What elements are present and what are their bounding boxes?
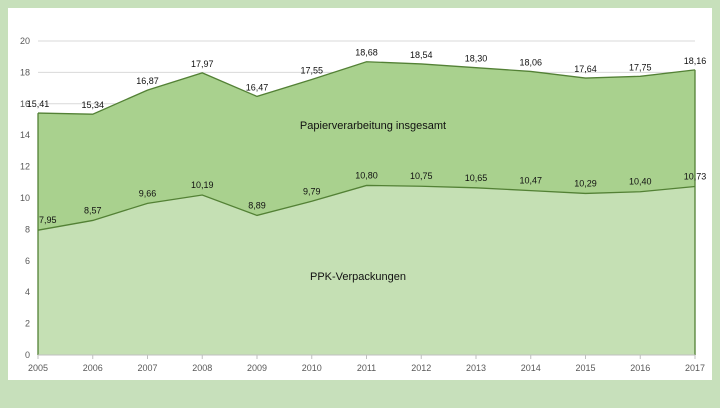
data-label-total: 15,41 — [27, 99, 50, 109]
x-tick-label: 2006 — [83, 363, 103, 373]
data-label-total: 17,64 — [574, 64, 597, 74]
x-tick-label: 2012 — [411, 363, 431, 373]
series-label-total: Papierverarbeitung insgesamt — [300, 120, 446, 132]
data-label-total: 16,87 — [136, 76, 159, 86]
data-label-total: 18,54 — [410, 50, 433, 60]
data-label-ppk: 10,80 — [355, 170, 378, 180]
line-total — [37, 61, 696, 115]
data-label-ppk: 10,75 — [410, 171, 433, 181]
data-label-ppk: 9,79 — [303, 186, 321, 196]
y-tick-label: 16 — [20, 99, 30, 109]
y-tick-label: 20 — [20, 36, 30, 46]
data-label-total: 18,16 — [684, 56, 707, 66]
data-label-total: 17,97 — [191, 59, 214, 69]
x-tick-label: 2016 — [630, 363, 650, 373]
x-tick-label: 2017 — [685, 363, 705, 373]
chart-frame: 0 2 4 6 8 10 12 14 16 18 20 2005 2006 2007 2008 2009 201… — [8, 8, 712, 380]
data-label-ppk: 7,95 — [39, 215, 57, 225]
data-label-total: 16,47 — [246, 82, 269, 92]
y-tick-label: 18 — [20, 67, 30, 77]
data-label-total: 18,06 — [519, 57, 542, 67]
line-ppk — [37, 184, 696, 231]
data-label-total: 17,75 — [629, 62, 652, 72]
data-label-ppk: 10,73 — [684, 172, 707, 182]
x-tick-label: 2005 — [28, 363, 48, 373]
data-label-total: 15,34 — [81, 100, 104, 110]
data-labels: 15,41 15,34 16,87 17,97 16,47 17,55 18,68 18,54… — [27, 48, 707, 225]
y-tick-label: 14 — [20, 130, 30, 140]
series-label-ppk: PPK-Verpackungen — [310, 271, 406, 283]
y-tick-label: 8 — [25, 224, 30, 234]
axes: 0 2 4 6 8 10 12 14 16 18 20 2005 2006 2007 2008 2009 201… — [20, 36, 705, 373]
data-label-ppk: 10,19 — [191, 180, 214, 190]
y-tick-label: 12 — [20, 162, 30, 172]
data-label-ppk: 10,29 — [574, 178, 597, 188]
y-tick-label: 6 — [25, 256, 30, 266]
x-tick-label: 2015 — [575, 363, 595, 373]
y-tick-label: 0 — [25, 350, 30, 360]
y-tick-label: 2 — [25, 319, 30, 329]
y-tick-label: 10 — [20, 193, 30, 203]
x-tick-label: 2013 — [466, 363, 486, 373]
area-chart: 0 2 4 6 8 10 12 14 16 18 20 2005 2006 2007 2008 2009 201… — [20, 36, 707, 373]
data-label-ppk: 10,65 — [465, 173, 488, 183]
data-label-total: 18,30 — [465, 54, 488, 64]
y-tick-label: 4 — [25, 287, 30, 297]
x-tick-label: 2011 — [357, 363, 376, 373]
data-label-ppk: 10,47 — [519, 176, 542, 186]
area-series — [37, 61, 696, 355]
area-ppk — [38, 185, 695, 355]
data-label-ppk: 8,89 — [248, 200, 266, 210]
x-tick-label: 2010 — [302, 363, 322, 373]
data-label-total: 18,68 — [355, 48, 378, 58]
data-label-ppk: 10,40 — [629, 177, 652, 187]
data-label-ppk: 8,57 — [84, 205, 102, 215]
x-tick-label: 2009 — [247, 363, 267, 373]
data-label-total: 17,55 — [300, 65, 323, 75]
x-tick-label: 2014 — [521, 363, 541, 373]
data-label-ppk: 9,66 — [139, 188, 157, 198]
x-tick-label: 2008 — [192, 363, 212, 373]
x-tick-label: 2007 — [137, 363, 157, 373]
